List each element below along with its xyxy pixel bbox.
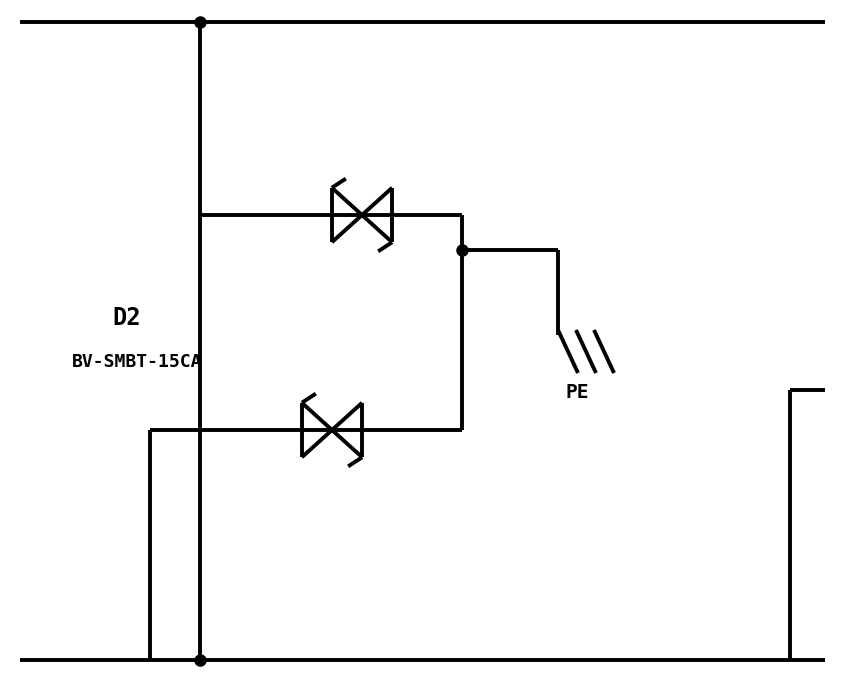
Text: PE: PE bbox=[566, 383, 589, 401]
Text: BV-SMBT-15CA: BV-SMBT-15CA bbox=[72, 353, 203, 371]
Text: D2: D2 bbox=[112, 306, 140, 330]
